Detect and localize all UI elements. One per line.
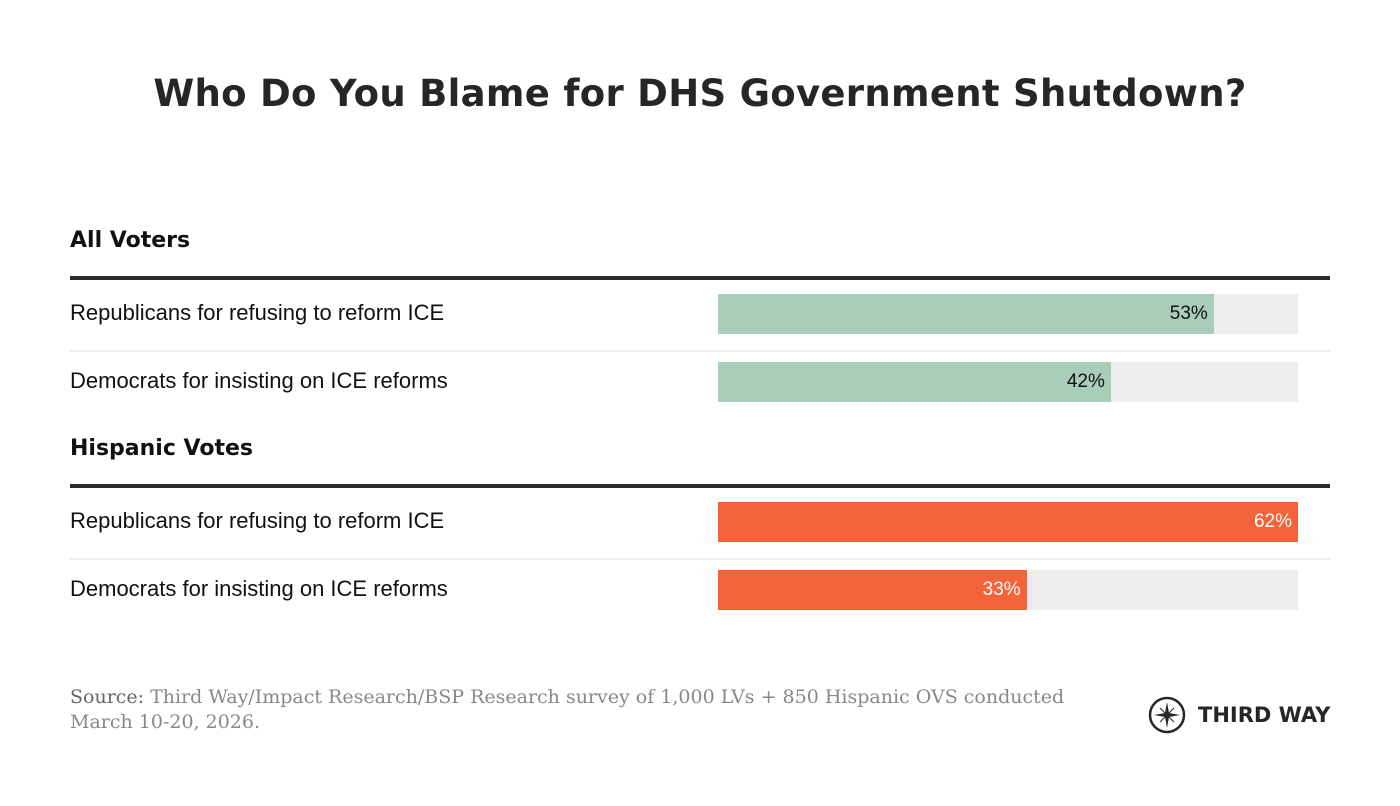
compass-icon [1148,696,1186,734]
logo-text: THIRD WAY [1198,703,1331,727]
bar-label: Republicans for refusing to reform ICE [70,300,445,325]
bar-track: 62% [718,502,1298,542]
bar-value-label: 62% [1253,511,1292,532]
bar-value-label: 53% [1169,303,1208,324]
bar-value-label: 33% [982,579,1021,600]
bar-label: Republicans for refusing to reform ICE [70,508,445,533]
row-divider [70,558,1330,560]
group-title: All Voters [70,228,191,253]
bar-track: 53% [718,294,1298,334]
group-divider [70,484,1330,488]
source-note: Source: Third Way/Impact Research/BSP Re… [70,685,1070,735]
source-label: Source: [70,686,145,708]
group-title: Hispanic Votes [70,436,254,461]
group-divider [70,276,1330,280]
bar-track: 33% [718,570,1298,610]
bar: 33% [718,570,1027,610]
bar: 62% [718,502,1298,542]
bar-value-label: 42% [1066,371,1105,392]
bar-track: 42% [718,362,1298,402]
source-text: Third Way/Impact Research/BSP Research s… [70,686,1065,733]
third-way-logo: THIRD WAY [1148,696,1330,734]
bar: 42% [718,362,1111,402]
row-divider [70,350,1330,352]
bar-label: Democrats for insisting on ICE reforms [70,576,448,601]
chart-title: Who Do You Blame for DHS Government Shut… [153,72,1247,115]
bar: 53% [718,294,1214,334]
bar-label: Democrats for insisting on ICE reforms [70,368,448,393]
